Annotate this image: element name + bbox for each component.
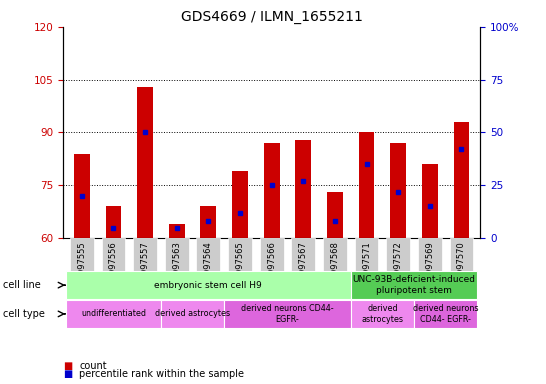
FancyBboxPatch shape: [165, 238, 188, 307]
Text: ■: ■: [63, 369, 72, 379]
FancyBboxPatch shape: [102, 238, 125, 307]
Text: GSM997564: GSM997564: [204, 242, 213, 292]
FancyBboxPatch shape: [66, 300, 161, 328]
Text: derived
astrocytes: derived astrocytes: [361, 304, 403, 324]
Bar: [327, 192, 343, 238]
Text: cell line: cell line: [3, 280, 40, 290]
Bar: [264, 143, 280, 238]
Text: GSM997571: GSM997571: [362, 242, 371, 292]
Text: GSM997555: GSM997555: [78, 242, 86, 292]
Text: GSM997565: GSM997565: [235, 242, 245, 292]
Bar: [454, 122, 470, 238]
Bar: [169, 224, 185, 238]
FancyBboxPatch shape: [161, 300, 224, 328]
Text: GSM997569: GSM997569: [425, 242, 435, 292]
FancyBboxPatch shape: [292, 238, 315, 307]
FancyBboxPatch shape: [418, 238, 442, 307]
FancyBboxPatch shape: [224, 300, 351, 328]
FancyBboxPatch shape: [387, 238, 410, 307]
Title: GDS4669 / ILMN_1655211: GDS4669 / ILMN_1655211: [181, 10, 363, 25]
Text: GSM997563: GSM997563: [172, 242, 181, 292]
FancyBboxPatch shape: [228, 238, 252, 307]
FancyBboxPatch shape: [70, 238, 94, 307]
Text: GSM997566: GSM997566: [267, 242, 276, 292]
Text: GSM997567: GSM997567: [299, 242, 308, 292]
Text: derived neurons
CD44- EGFR-: derived neurons CD44- EGFR-: [413, 304, 478, 324]
Bar: [390, 143, 406, 238]
FancyBboxPatch shape: [351, 300, 414, 328]
Text: count: count: [79, 361, 107, 371]
Bar: [295, 139, 311, 238]
FancyBboxPatch shape: [66, 271, 351, 299]
FancyBboxPatch shape: [260, 238, 283, 307]
FancyBboxPatch shape: [197, 238, 220, 307]
Bar: [200, 207, 216, 238]
FancyBboxPatch shape: [355, 238, 378, 307]
Text: derived astrocytes: derived astrocytes: [155, 310, 230, 318]
Bar: [137, 87, 153, 238]
Text: UNC-93B-deficient-induced
pluripotent stem: UNC-93B-deficient-induced pluripotent st…: [353, 275, 476, 295]
Text: embryonic stem cell H9: embryonic stem cell H9: [155, 281, 262, 290]
Text: ■: ■: [63, 361, 72, 371]
Text: derived neurons CD44-
EGFR-: derived neurons CD44- EGFR-: [241, 304, 334, 324]
FancyBboxPatch shape: [133, 238, 157, 307]
FancyBboxPatch shape: [351, 271, 477, 299]
Text: GSM997556: GSM997556: [109, 242, 118, 292]
Bar: [105, 207, 121, 238]
Bar: [232, 171, 248, 238]
FancyBboxPatch shape: [414, 300, 477, 328]
Text: GSM997557: GSM997557: [140, 242, 150, 292]
Bar: [359, 132, 375, 238]
Bar: [422, 164, 438, 238]
FancyBboxPatch shape: [323, 238, 347, 307]
Text: percentile rank within the sample: percentile rank within the sample: [79, 369, 244, 379]
FancyBboxPatch shape: [449, 238, 473, 307]
Text: GSM997568: GSM997568: [330, 242, 340, 292]
Text: undifferentiated: undifferentiated: [81, 310, 146, 318]
Text: GSM997570: GSM997570: [457, 242, 466, 292]
Text: cell type: cell type: [3, 309, 45, 319]
Bar: [74, 154, 90, 238]
Text: GSM997572: GSM997572: [394, 242, 403, 292]
